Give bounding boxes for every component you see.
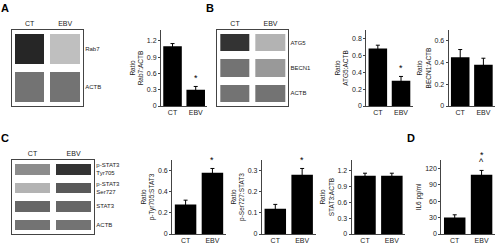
svg-text:RatioSTAT3:ACTB: RatioSTAT3:ACTB xyxy=(319,178,334,216)
svg-text:EBV: EBV xyxy=(476,109,490,116)
svg-text:EBV: EBV xyxy=(189,109,203,116)
svg-text:0.2: 0.2 xyxy=(434,81,444,88)
svg-text:ACTB: ACTB xyxy=(96,222,112,228)
svg-text:0.6: 0.6 xyxy=(352,52,362,59)
svg-text:EBV: EBV xyxy=(295,237,309,244)
svg-text:RatioBECN1:ACTB: RatioBECN1:ACTB xyxy=(416,48,431,89)
svg-text:90: 90 xyxy=(429,181,437,188)
svg-text:EBV: EBV xyxy=(205,237,219,244)
svg-text:*: * xyxy=(480,150,484,160)
svg-text:0.3: 0.3 xyxy=(248,167,258,174)
svg-text:p-STAT3Tyr705: p-STAT3Tyr705 xyxy=(96,162,120,176)
svg-text:*: * xyxy=(399,63,403,73)
svg-text:0: 0 xyxy=(358,102,362,109)
svg-text:0.1: 0.1 xyxy=(248,209,258,216)
svg-text:0: 0 xyxy=(433,230,437,237)
svg-text:BECN1: BECN1 xyxy=(290,65,311,71)
svg-text:ACTB: ACTB xyxy=(290,90,306,96)
svg-text:EBV: EBV xyxy=(394,109,408,116)
svg-text:0.2: 0.2 xyxy=(158,209,168,216)
svg-text:0.9: 0.9 xyxy=(147,54,157,61)
svg-text:0.4: 0.4 xyxy=(352,69,362,76)
svg-text:0: 0 xyxy=(254,230,258,237)
svg-text:CT: CT xyxy=(181,237,191,244)
svg-text:IL6 pg/ml: IL6 pg/ml xyxy=(415,183,423,210)
svg-text:EBV: EBV xyxy=(67,150,81,157)
svg-text:*: * xyxy=(300,155,304,165)
svg-text:0.9: 0.9 xyxy=(337,183,347,190)
svg-text:*: * xyxy=(194,73,198,83)
svg-text:0.8: 0.8 xyxy=(352,35,362,42)
svg-text:CT: CT xyxy=(230,20,240,27)
svg-text:CT: CT xyxy=(271,237,281,244)
svg-text:*: * xyxy=(210,155,214,165)
svg-text:Rab7: Rab7 xyxy=(85,46,100,52)
svg-text:0.3: 0.3 xyxy=(337,215,347,222)
svg-text:CT: CT xyxy=(28,150,38,157)
svg-text:STAT3: STAT3 xyxy=(96,203,114,209)
svg-text:0.6: 0.6 xyxy=(158,167,168,174)
svg-text:Ratiop-Ser727:STAT3: Ratiop-Ser727:STAT3 xyxy=(230,173,246,221)
svg-text:0.2: 0.2 xyxy=(352,86,362,93)
svg-text:p-STAT3Ser727: p-STAT3Ser727 xyxy=(96,181,120,195)
svg-text:Ratiop-Tyr705:STAT3: Ratiop-Tyr705:STAT3 xyxy=(140,173,156,220)
svg-text:CT: CT xyxy=(456,109,466,116)
svg-text:0: 0 xyxy=(164,230,168,237)
svg-text:1.2: 1.2 xyxy=(147,37,157,44)
svg-text:EBV: EBV xyxy=(58,20,72,27)
svg-text:CT: CT xyxy=(450,237,460,244)
svg-text:0: 0 xyxy=(343,230,347,237)
svg-text:0.6: 0.6 xyxy=(337,199,347,206)
svg-text:0.3: 0.3 xyxy=(147,86,157,93)
svg-text:D: D xyxy=(407,132,415,144)
svg-text:RatioATG5:ACTB: RatioATG5:ACTB xyxy=(334,50,349,86)
svg-text:120: 120 xyxy=(425,165,437,172)
svg-text:0.4: 0.4 xyxy=(158,188,168,195)
svg-text:C: C xyxy=(1,132,9,144)
svg-text:0.6: 0.6 xyxy=(434,37,444,44)
svg-text:B: B xyxy=(206,2,214,14)
svg-text:0.2: 0.2 xyxy=(248,188,258,195)
svg-text:0: 0 xyxy=(153,102,157,109)
svg-text:0.6: 0.6 xyxy=(147,70,157,77)
svg-text:CT: CT xyxy=(25,20,35,27)
svg-text:CT: CT xyxy=(360,237,370,244)
svg-text:^: ^ xyxy=(479,157,484,167)
svg-text:RatioRab7:ACTB: RatioRab7:ACTB xyxy=(129,51,144,86)
svg-text:EBV: EBV xyxy=(385,237,399,244)
svg-text:CT: CT xyxy=(373,109,383,116)
svg-text:0: 0 xyxy=(440,102,444,109)
svg-text:ATG5: ATG5 xyxy=(290,40,306,46)
svg-text:1.2: 1.2 xyxy=(337,167,347,174)
svg-text:60: 60 xyxy=(429,198,437,205)
svg-text:EBV: EBV xyxy=(475,237,489,244)
svg-text:A: A xyxy=(1,2,9,14)
svg-text:EBV: EBV xyxy=(264,20,278,27)
svg-text:30: 30 xyxy=(429,214,437,221)
svg-text:ACTB: ACTB xyxy=(85,84,101,90)
svg-text:CT: CT xyxy=(168,109,178,116)
svg-text:0.4: 0.4 xyxy=(434,59,444,66)
